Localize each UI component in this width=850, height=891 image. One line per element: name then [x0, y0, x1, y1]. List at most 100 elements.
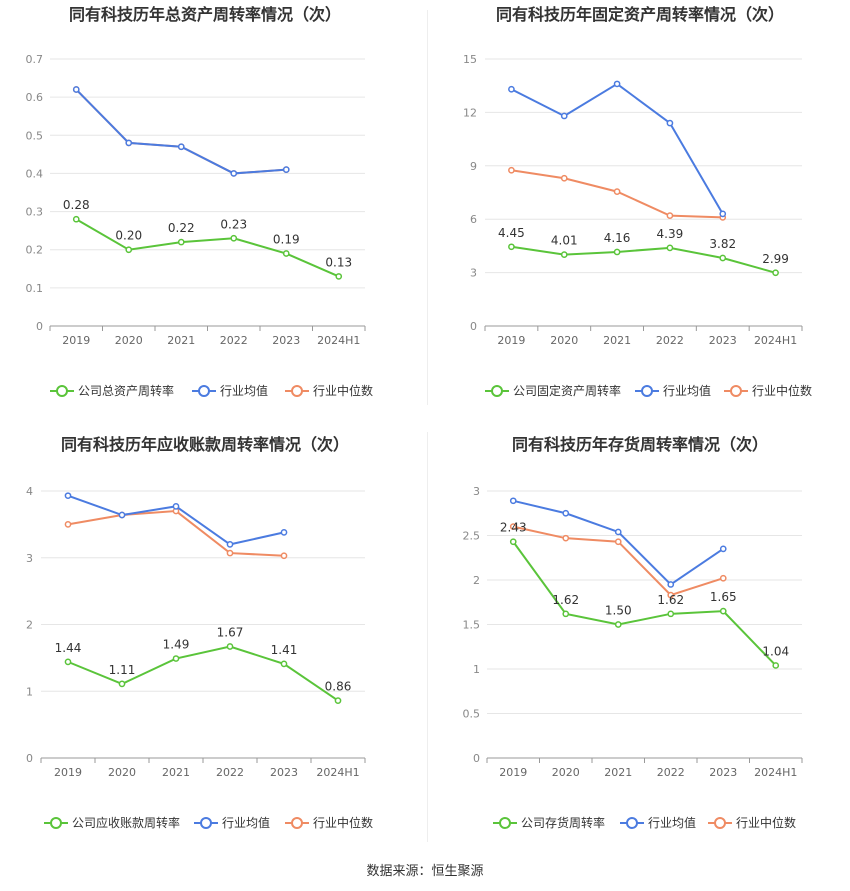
data-label: 1.04: [762, 644, 789, 658]
data-label: 1.50: [605, 604, 632, 618]
y-tick-label: 0.6: [26, 91, 44, 104]
x-tick-label: 2023: [709, 766, 737, 779]
data-point: [282, 250, 290, 257]
x-tick-label: 2022: [216, 766, 244, 779]
chart-panel: 同有科技历年存货周转率情况（次） 0 0.5 1 1.5 2 2.5 3 2019 2020 202…: [463, 435, 803, 830]
data-label: 0.13: [325, 255, 352, 269]
x-tick-label: 2021: [162, 766, 190, 779]
x-tick-label: 2020: [115, 334, 143, 347]
data-label: 0.23: [220, 217, 247, 231]
x-tick-label: 2019: [499, 766, 527, 779]
data-point: [560, 251, 568, 258]
legend-marker: [200, 817, 212, 829]
chart-panel: 同有科技历年总资产周转率情况（次） 0 0.1 0.2 0.3 0.4 0.5 0.6 0.7 2…: [26, 5, 374, 398]
data-label: 1.44: [55, 641, 82, 655]
data-point: [508, 243, 515, 251]
data-point: [72, 86, 80, 93]
data-point: [335, 273, 343, 280]
legend-marker: [714, 817, 726, 829]
x-tick-label: 2022: [657, 766, 685, 779]
data-point: [772, 662, 780, 669]
legend-entry[interactable]: 行业均值: [663, 383, 711, 398]
x-tick-label: 2023: [709, 334, 737, 347]
legend-entry[interactable]: 行业中位数: [752, 383, 812, 398]
data-point: [666, 244, 674, 252]
data-point: [666, 212, 674, 219]
legend-entry[interactable]: 行业均值: [222, 815, 270, 830]
data-point: [560, 174, 568, 182]
y-tick-label: 1.5: [463, 619, 481, 632]
data-point: [509, 523, 517, 530]
legend-marker: [626, 817, 638, 829]
data-point: [230, 234, 238, 242]
panel-divider: [427, 432, 428, 842]
legend-entry[interactable]: 行业均值: [220, 383, 268, 398]
y-tick-label: 1: [473, 663, 480, 676]
data-point: [280, 660, 288, 668]
y-tick-label: 2: [26, 619, 33, 632]
y-tick-label: 0.5: [463, 708, 481, 721]
data-point: [613, 80, 621, 88]
data-point: [719, 574, 727, 582]
legend-entry[interactable]: 公司固定资产周转率: [513, 383, 621, 398]
y-tick-label: 15: [463, 53, 477, 66]
legend-entry[interactable]: 公司应收账款周转率: [72, 815, 180, 830]
series-line: [75, 88, 287, 175]
data-label: 1.62: [552, 593, 579, 607]
data-label: 1.11: [109, 663, 136, 677]
y-tick-label: 0.2: [26, 244, 44, 257]
y-tick-label: 0.4: [26, 167, 44, 180]
y-tick-label: 4: [26, 485, 33, 498]
data-point: [64, 658, 72, 666]
data-point: [719, 254, 727, 262]
data-label: 1.41: [271, 643, 298, 657]
x-tick-label: 2019: [62, 334, 90, 347]
y-tick-label: 0.5: [26, 129, 44, 142]
data-label: 0.86: [325, 680, 352, 694]
data-point: [614, 538, 622, 546]
data-label: 1.67: [217, 626, 244, 640]
legend-entry[interactable]: 公司总资产周转率: [78, 383, 174, 398]
data-point: [719, 210, 727, 218]
data-point: [334, 697, 342, 704]
data-label: 1.49: [163, 638, 190, 652]
legend-entry[interactable]: 行业中位数: [313, 383, 373, 398]
x-tick-label: 2021: [604, 766, 632, 779]
data-point: [509, 538, 517, 546]
y-tick-label: 3: [470, 267, 477, 280]
legend-entry[interactable]: 行业均值: [648, 815, 696, 830]
legend-entry[interactable]: 公司存货周转率: [521, 815, 605, 830]
data-point: [508, 85, 515, 93]
data-point: [509, 497, 517, 505]
x-tick-label: 2022: [656, 334, 684, 347]
y-tick-label: 12: [463, 106, 477, 119]
y-tick-label: 2: [473, 574, 480, 587]
data-point: [719, 545, 727, 553]
chart-title: 同有科技历年存货周转率情况（次）: [512, 435, 768, 454]
series-line: [512, 541, 777, 667]
x-tick-label: 2021: [603, 334, 631, 347]
legend-entry[interactable]: 行业中位数: [736, 815, 796, 830]
x-tick-label: 2019: [54, 766, 82, 779]
y-tick-label: 0.1: [26, 282, 44, 295]
data-point: [772, 269, 779, 277]
y-tick-label: 0: [470, 320, 477, 333]
chart-panel: 同有科技历年固定资产周转率情况（次） 0 3 6 9 12 15 2019 2020 2021 20…: [463, 5, 812, 398]
legend-marker: [491, 385, 503, 397]
data-label: 0.19: [273, 233, 300, 247]
legend-entry[interactable]: 行业中位数: [313, 815, 373, 830]
data-label: 0.22: [168, 221, 195, 235]
data-point: [562, 534, 570, 542]
legend-marker: [291, 385, 303, 397]
data-label: 0.28: [63, 198, 90, 212]
data-point: [118, 511, 126, 519]
legend-marker: [56, 385, 68, 397]
data-point: [282, 166, 290, 173]
data-point: [230, 170, 238, 177]
x-tick-label: 2022: [220, 334, 248, 347]
data-point: [280, 529, 288, 536]
data-label: 4.45: [498, 226, 525, 240]
data-label: 4.01: [551, 234, 578, 248]
x-tick-label: 2020: [550, 334, 578, 347]
